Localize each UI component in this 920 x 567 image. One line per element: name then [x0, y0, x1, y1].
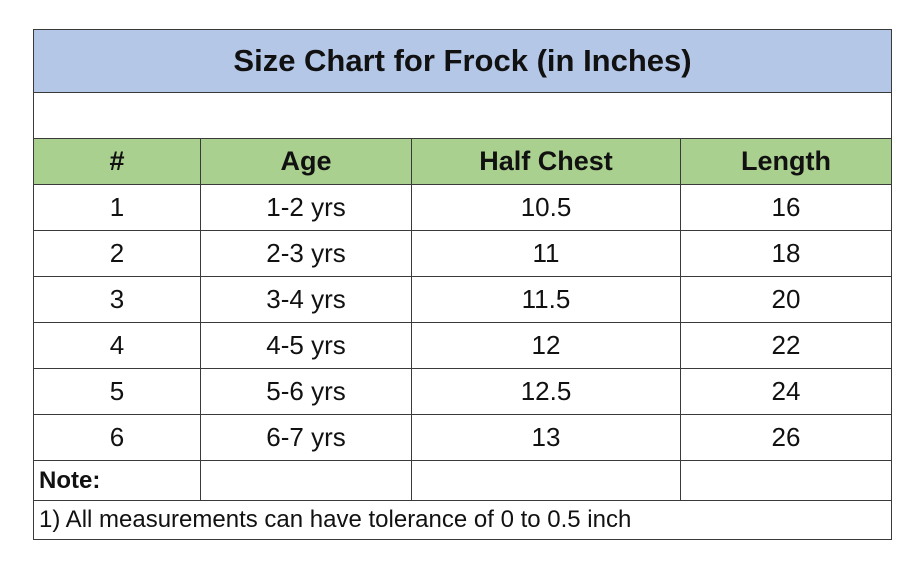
table-cell: 6-7 yrs	[200, 414, 412, 461]
table-row: 6 6-7 yrs 13 26	[33, 414, 893, 461]
table-cell: 11.5	[411, 276, 681, 323]
table-row: 2 2-3 yrs 11 18	[33, 230, 893, 277]
table-cell: 1	[33, 184, 201, 231]
note-row: Note:	[33, 460, 893, 501]
header-row: # Age Half Chest Length	[33, 138, 893, 185]
table-cell: 16	[679, 184, 893, 231]
table-cell: 10.5	[411, 184, 681, 231]
table-row: 5 5-6 yrs 12.5 24	[33, 368, 893, 415]
empty-cell	[411, 460, 681, 501]
table-row: 1 1-2 yrs 10.5 16	[33, 184, 893, 231]
table-cell: 2	[33, 230, 201, 277]
table-cell: 4	[33, 322, 201, 369]
blank-cell	[32, 92, 893, 139]
table-cell: 11	[411, 230, 681, 277]
header-cell: Age	[200, 138, 412, 185]
table-cell: 5	[33, 368, 201, 415]
note-text-row: 1) All measurements can have tolerance o…	[32, 500, 893, 540]
note-label: Note:	[33, 460, 201, 501]
table-cell: 20	[679, 276, 893, 323]
table-cell: 13	[411, 414, 681, 461]
title: Size Chart for Frock (in Inches)	[32, 29, 893, 93]
table-cell: 26	[679, 414, 893, 461]
table-cell: 2-3 yrs	[200, 230, 412, 277]
table-cell: 24	[679, 368, 893, 415]
table-cell: 6	[33, 414, 201, 461]
header-cell: Length	[679, 138, 893, 185]
table-cell: 1-2 yrs	[200, 184, 412, 231]
table-cell: 4-5 yrs	[200, 322, 412, 369]
table-row: 4 4-5 yrs 12 22	[33, 322, 893, 369]
header-cell: Half Chest	[411, 138, 681, 185]
empty-cell	[200, 460, 412, 501]
blank-row	[32, 92, 893, 139]
table-body: Size Chart for Frock (in Inches) # Age Hal…	[32, 29, 893, 540]
table-cell: 18	[679, 230, 893, 277]
note-text: 1) All measurements can have tolerance o…	[32, 500, 893, 540]
table-cell: 22	[679, 322, 893, 369]
table-cell: 3	[33, 276, 201, 323]
table-cell: 5-6 yrs	[200, 368, 412, 415]
table-cell: 12.5	[411, 368, 681, 415]
empty-cell	[679, 460, 893, 501]
table-cell: 3-4 yrs	[200, 276, 412, 323]
table-row: 3 3-4 yrs 11.5 20	[33, 276, 893, 323]
size-table: Size Chart for Frock (in Inches) # Age Hal…	[32, 29, 893, 540]
table-cell: 12	[411, 322, 681, 369]
header-cell: #	[33, 138, 201, 185]
title-row: Size Chart for Frock (in Inches)	[32, 29, 893, 93]
